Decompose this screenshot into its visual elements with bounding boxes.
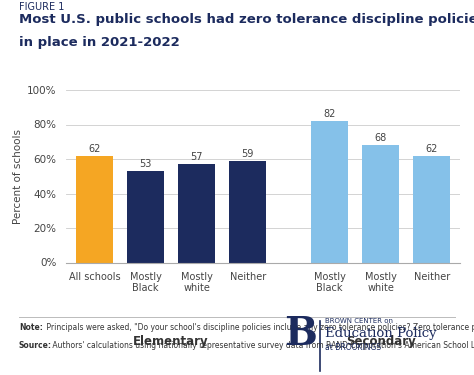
Text: Education Policy: Education Policy <box>325 327 436 340</box>
Y-axis label: Percent of schools: Percent of schools <box>13 129 23 224</box>
Text: in place in 2021-2022: in place in 2021-2022 <box>19 36 180 49</box>
Text: 53: 53 <box>139 159 152 170</box>
Bar <box>127 171 164 262</box>
Bar <box>362 145 399 262</box>
Bar <box>311 121 348 262</box>
Text: Source:: Source: <box>19 340 52 350</box>
Text: 82: 82 <box>323 110 336 119</box>
Text: at BROOKINGS: at BROOKINGS <box>325 344 381 352</box>
Bar <box>413 156 450 262</box>
Text: Secondary: Secondary <box>346 335 415 348</box>
Text: FIGURE 1: FIGURE 1 <box>19 2 64 12</box>
Text: BROWN CENTER on: BROWN CENTER on <box>325 318 392 324</box>
Text: Most U.S. public schools had zero tolerance discipline policies: Most U.S. public schools had zero tolera… <box>19 13 474 26</box>
Text: B: B <box>284 315 317 353</box>
Text: 62: 62 <box>88 144 100 154</box>
Bar <box>178 164 215 262</box>
Text: Principals were asked, "Do your school's discipline policies include any zero to: Principals were asked, "Do your school's… <box>44 322 474 332</box>
Text: 68: 68 <box>374 134 387 144</box>
Text: Authors' calculations using nationally representative survey data from RAND Corp: Authors' calculations using nationally r… <box>50 340 474 350</box>
Text: Elementary: Elementary <box>133 335 209 348</box>
Text: 57: 57 <box>191 153 203 162</box>
Text: Note:: Note: <box>19 322 43 332</box>
Text: 62: 62 <box>426 144 438 154</box>
Text: 59: 59 <box>242 149 254 159</box>
Bar <box>76 156 113 262</box>
Bar <box>229 161 266 262</box>
